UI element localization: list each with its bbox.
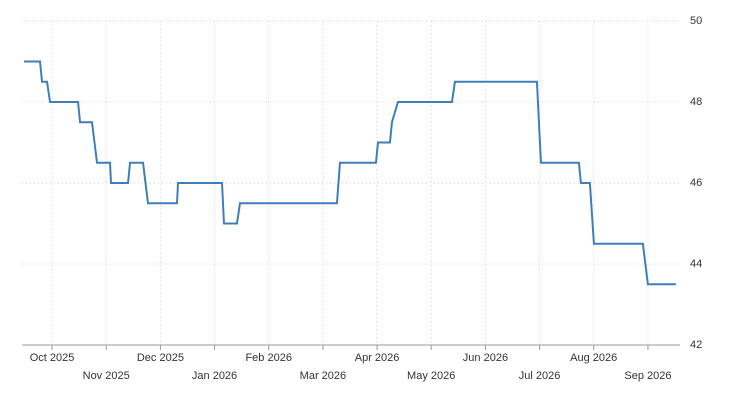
x-tick-label: May 2026 (407, 370, 455, 382)
y-tick-label: 44 (690, 258, 702, 270)
x-tick-label: Jul 2026 (519, 370, 561, 382)
x-tick-label: Mar 2026 (300, 370, 346, 382)
x-tick-label: Dec 2025 (137, 352, 184, 364)
y-tick-label: 46 (690, 177, 702, 189)
y-tick-label: 48 (690, 96, 702, 108)
x-tick-label: Feb 2026 (245, 352, 291, 364)
x-tick-label: Oct 2025 (30, 352, 75, 364)
x-tick-label: Sep 2026 (624, 370, 671, 382)
x-tick-label: Apr 2026 (355, 352, 400, 364)
y-tick-label: 50 (690, 15, 702, 27)
x-tick-label: Nov 2025 (83, 370, 130, 382)
x-tick-label: Aug 2026 (570, 352, 617, 364)
x-tick-label: Jun 2026 (463, 352, 508, 364)
x-tick-label: Jan 2026 (192, 370, 237, 382)
line-series (24, 60, 676, 286)
y-tick-label: 42 (690, 339, 702, 351)
